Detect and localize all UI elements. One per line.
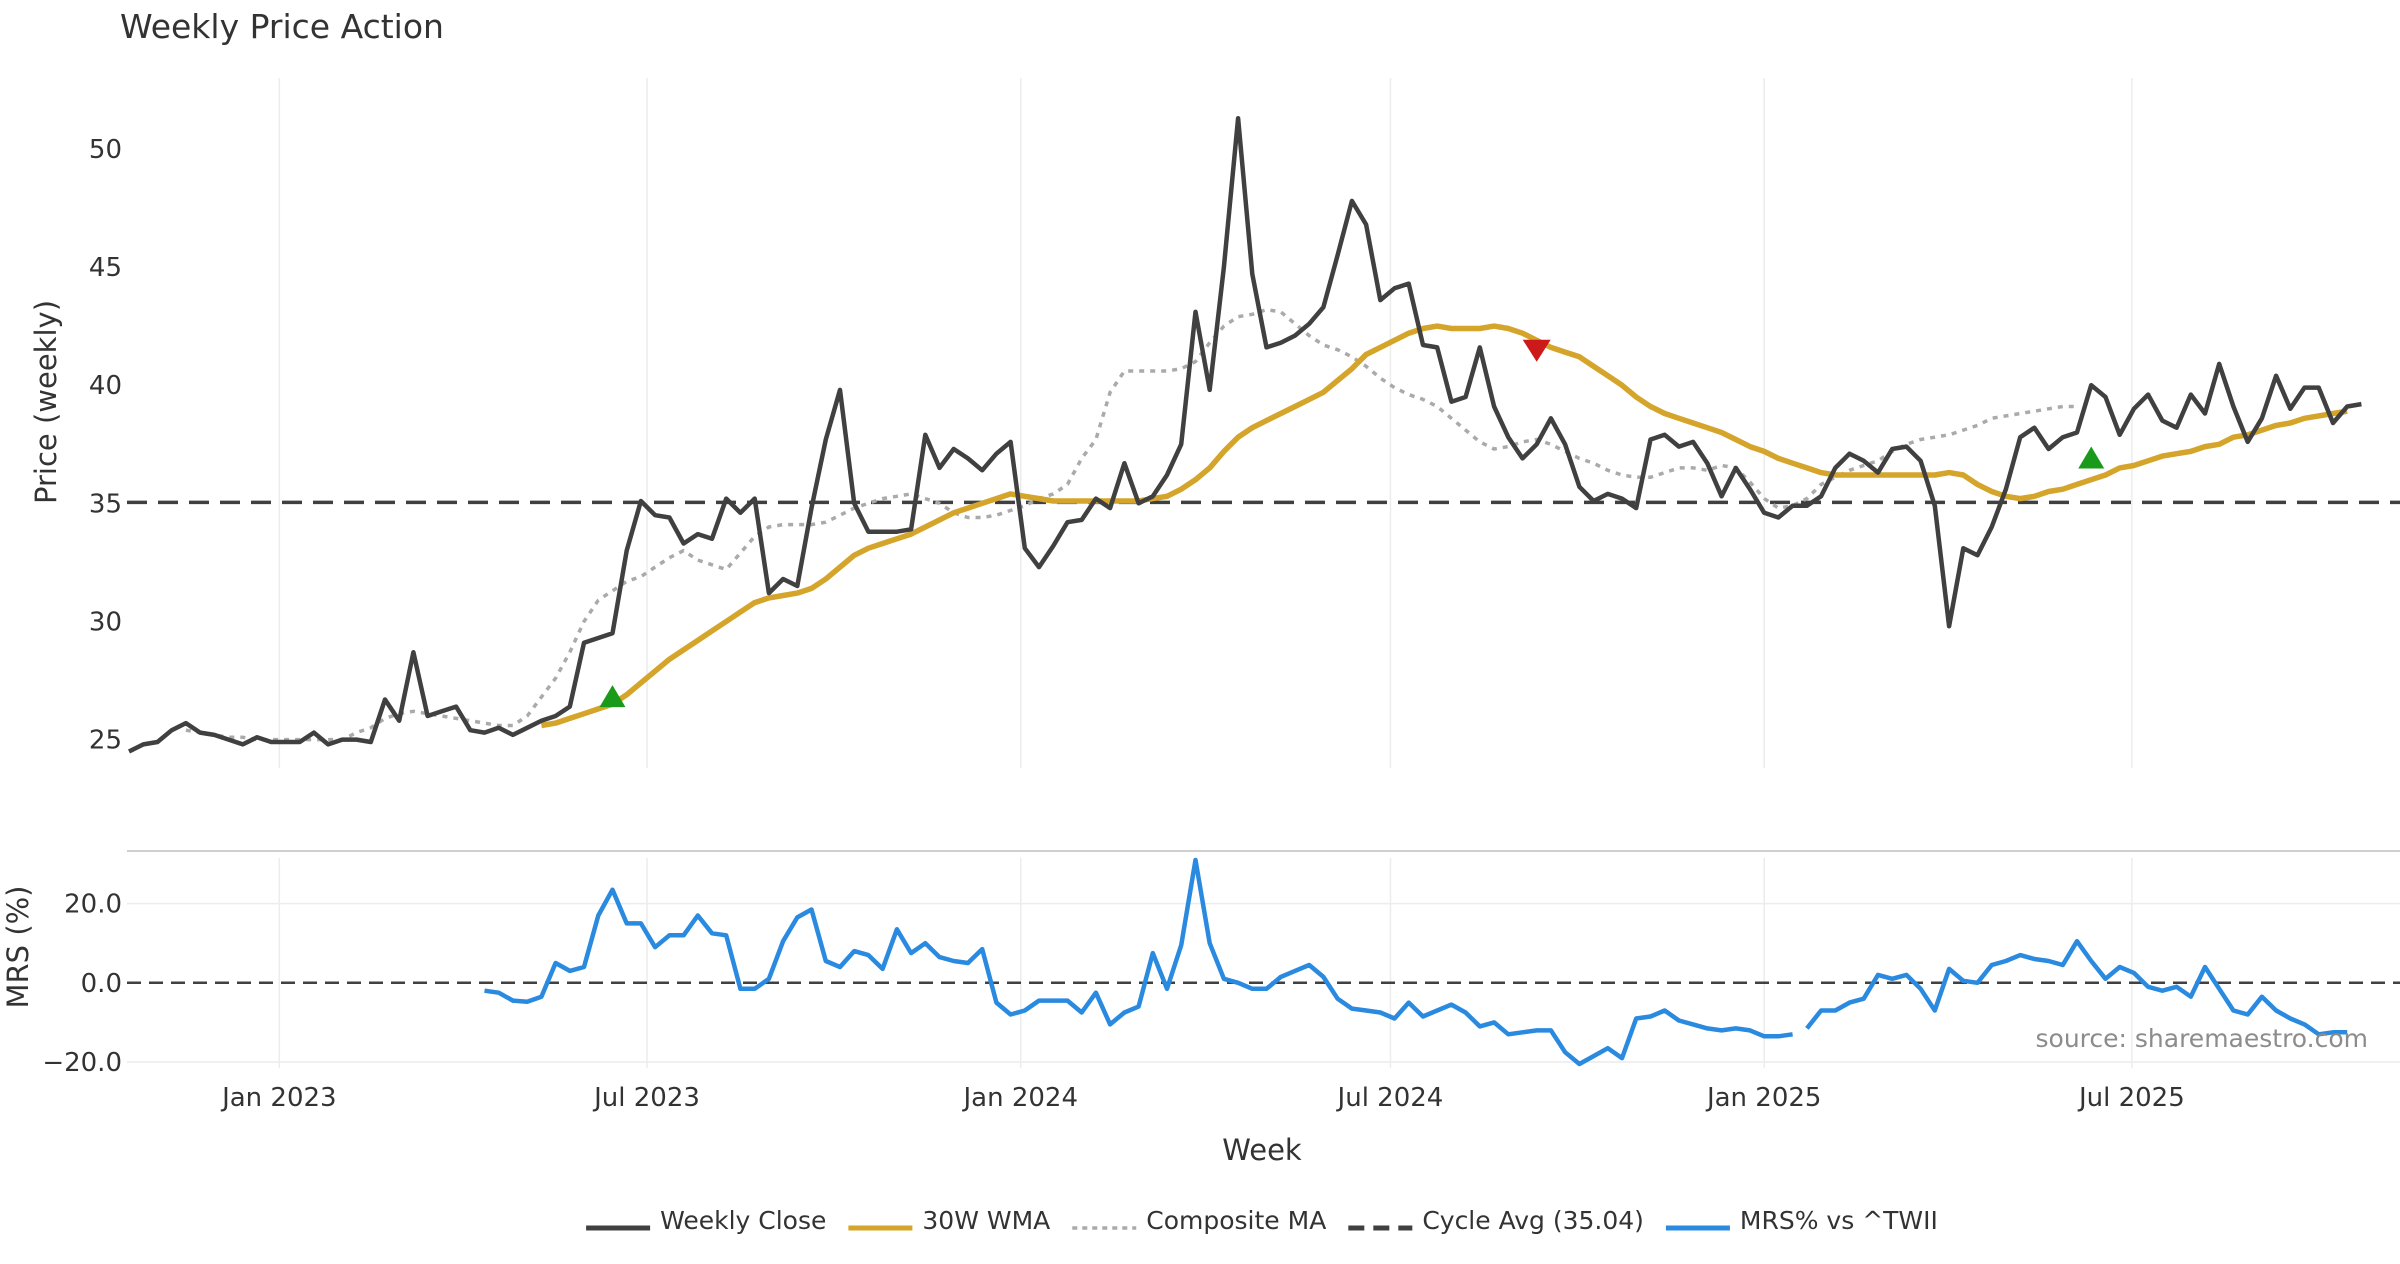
price-y-tick-label: 30 bbox=[89, 607, 122, 637]
x-tick-label: Jan 2025 bbox=[1705, 1083, 1822, 1113]
x-axis-label: Week bbox=[1222, 1133, 1302, 1167]
legend-label: 30W WMA bbox=[922, 1206, 1050, 1235]
buy-signal-marker bbox=[2078, 446, 2105, 469]
mrs-line-segment bbox=[1805, 938, 2348, 1037]
price-y-tick-label: 50 bbox=[89, 135, 122, 165]
wma-line bbox=[540, 323, 2348, 729]
mrs-y-tick-label: 20.0 bbox=[64, 890, 122, 920]
price-y-ticks: 25 30 35 40 45 50 bbox=[89, 135, 122, 756]
weekly-close-line bbox=[127, 115, 2362, 754]
mrs-grid bbox=[127, 858, 2400, 1068]
price-y-tick-label: 40 bbox=[89, 371, 122, 401]
price-y-tick-label: 45 bbox=[89, 253, 122, 283]
legend-label: Composite MA bbox=[1146, 1206, 1326, 1235]
x-tick-label: Jan 2024 bbox=[962, 1083, 1079, 1113]
sell-signal-marker bbox=[1522, 339, 1551, 362]
mrs-panel: MRS (%) −20.0 0.0 20.0 source: sharemaestr… bbox=[1, 857, 2400, 1078]
source-annotation: source: sharemaestro.com bbox=[2036, 1024, 2369, 1053]
x-tick-label: Jul 2023 bbox=[592, 1083, 700, 1113]
legend-label: Cycle Avg (35.04) bbox=[1422, 1206, 1644, 1235]
price-grid bbox=[278, 78, 2133, 768]
x-ticks: Jan 2023 Jul 2023 Jan 2024 Jul 2024 Jan 2025… bbox=[220, 1083, 2185, 1113]
mrs-y-tick-label: 0.0 bbox=[81, 969, 122, 999]
chart-title: Weekly Price Action bbox=[120, 7, 444, 46]
x-tick-label: Jul 2024 bbox=[1336, 1083, 1444, 1113]
price-panel: Weekly Price Action Price (weekly) 25 30 3… bbox=[29, 7, 2400, 768]
x-tick-label: Jul 2025 bbox=[2077, 1083, 2185, 1113]
legend-label: MRS% vs ^TWII bbox=[1740, 1206, 1938, 1235]
mrs-y-ticks: −20.0 0.0 20.0 bbox=[42, 890, 122, 1078]
price-series bbox=[127, 115, 2400, 754]
composite-ma-line bbox=[185, 307, 2077, 742]
legend: Weekly Close 30W WMA Composite MA Cycle Avg… bbox=[586, 1206, 1938, 1235]
mrs-line-segment bbox=[484, 857, 1793, 1067]
price-y-tick-label: 25 bbox=[89, 726, 122, 756]
buy-signal-marker bbox=[599, 685, 626, 708]
price-y-axis-label: Price (weekly) bbox=[29, 300, 63, 504]
mrs-y-tick-label: −20.0 bbox=[42, 1048, 122, 1078]
mrs-series bbox=[127, 857, 2400, 1067]
mrs-y-axis-label: MRS (%) bbox=[1, 886, 35, 1009]
price-y-tick-label: 35 bbox=[89, 489, 122, 519]
signal-markers bbox=[599, 339, 2105, 708]
legend-label: Weekly Close bbox=[660, 1206, 826, 1235]
x-tick-label: Jan 2023 bbox=[220, 1083, 337, 1113]
